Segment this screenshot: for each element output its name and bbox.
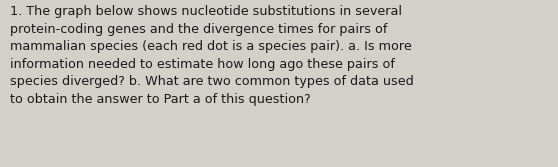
Text: 1. The graph below shows nucleotide substitutions in several
protein-coding gene: 1. The graph below shows nucleotide subs…	[10, 5, 414, 106]
